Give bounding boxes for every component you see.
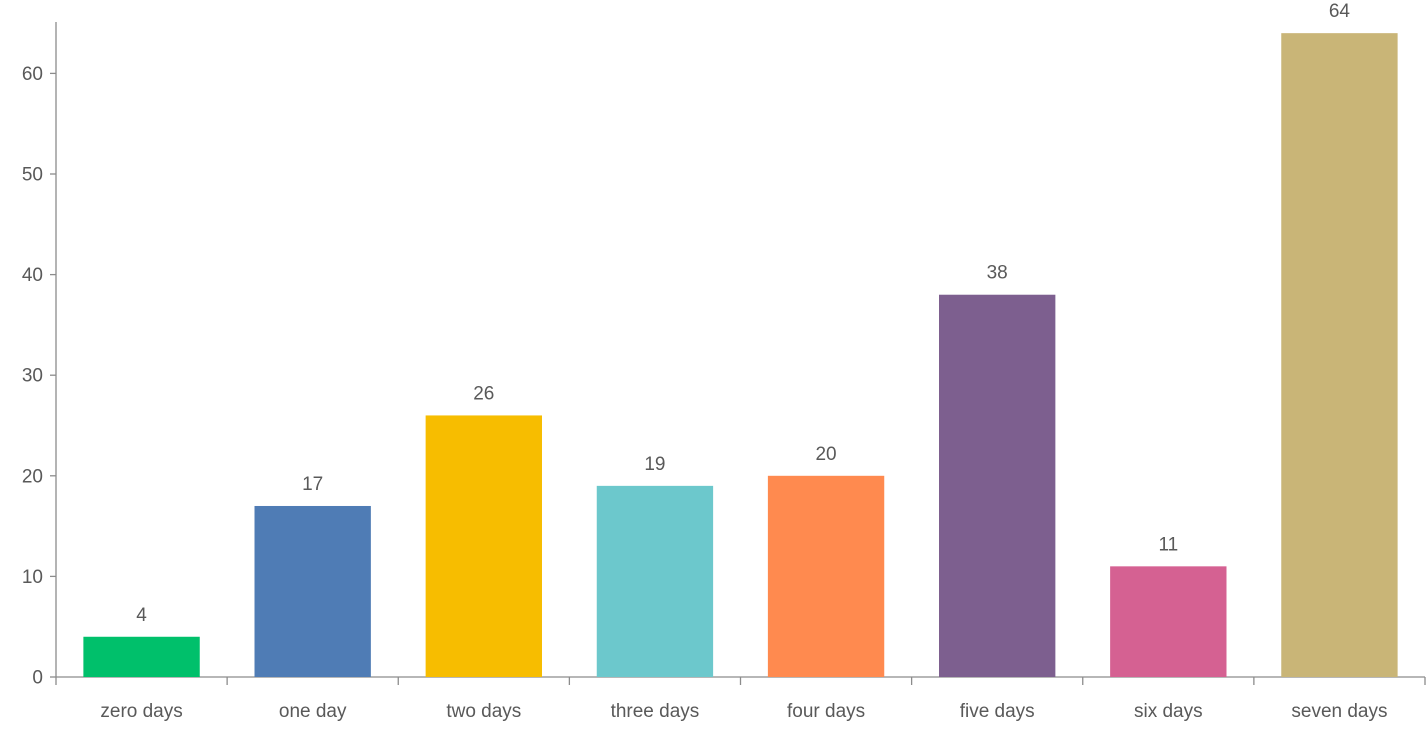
category-label: zero days — [100, 701, 182, 722]
y-tick-label: 50 — [22, 165, 43, 186]
category-label: seven days — [1291, 701, 1387, 722]
bar-value-label: 19 — [644, 454, 665, 475]
bar-value-label: 20 — [815, 444, 836, 465]
category-label: six days — [1134, 701, 1203, 722]
x-ticks — [55, 677, 1426, 685]
y-tick-label: 40 — [22, 265, 43, 286]
y-tick-label: 30 — [22, 366, 43, 387]
bar — [83, 636, 200, 677]
bar-value-label: 17 — [302, 474, 323, 495]
bar — [767, 475, 885, 677]
y-tick-label: 60 — [22, 64, 43, 85]
y-ticks: 0 10 20 30 40 50 60 — [22, 64, 56, 689]
bar-value-label: 26 — [473, 383, 494, 404]
y-tick-label: 20 — [22, 466, 43, 487]
category-label: four days — [787, 701, 865, 722]
bar-value-label: 11 — [1158, 534, 1178, 555]
data-labels: 4 17 26 19 20 38 11 64 — [136, 1, 1350, 626]
bar-value-label: 38 — [987, 263, 1008, 284]
category-label: one day — [279, 701, 347, 722]
bar-value-label: 64 — [1329, 1, 1351, 22]
bar — [1110, 566, 1227, 677]
bar — [596, 485, 714, 677]
bar — [254, 505, 371, 677]
y-tick-label: 10 — [22, 567, 43, 588]
category-label: three days — [611, 701, 700, 722]
y-tick-label: 0 — [32, 668, 43, 689]
bar — [939, 294, 1056, 677]
bar-value-label: 4 — [136, 605, 147, 626]
category-label: five days — [960, 701, 1035, 722]
category-labels: zero days one day two days three days four d… — [100, 701, 1387, 722]
bar — [1281, 33, 1398, 678]
category-label: two days — [446, 701, 521, 722]
bar — [425, 415, 542, 677]
bars — [83, 33, 1398, 678]
